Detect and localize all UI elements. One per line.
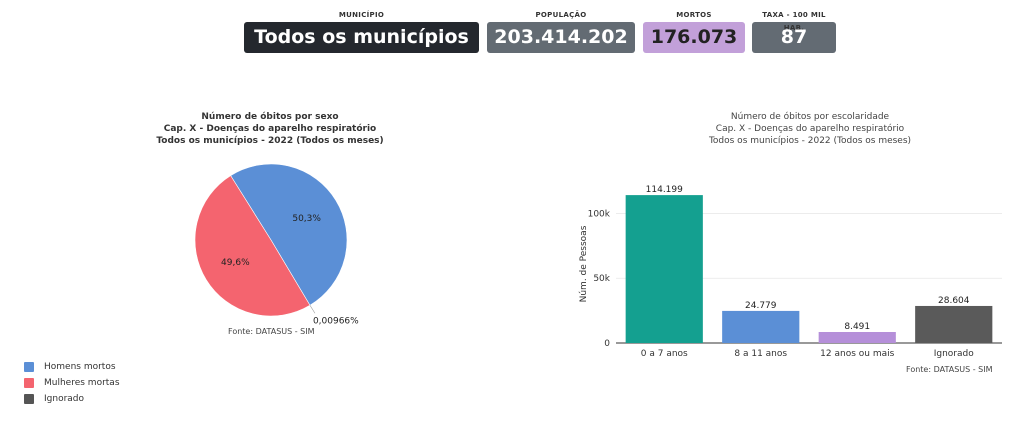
legend-swatch-homens <box>24 362 34 372</box>
kpi-populacao-value: 203.414.202 <box>487 22 635 53</box>
y-tick-label: 50k <box>593 274 610 284</box>
legend-label-homens: Homens mortos <box>44 362 116 372</box>
bar-8-a-11-anos[interactable] <box>722 310 800 343</box>
pie-leader-line <box>309 305 316 314</box>
y-tick-label: 0 <box>604 339 610 349</box>
bar-value-label: 114.199 <box>646 185 683 195</box>
bar-title-line: Todos os municípios - 2022 (Todos os mes… <box>708 136 912 146</box>
legend-label-ignorado: Ignorado <box>44 394 85 404</box>
bar-ignorado[interactable] <box>915 305 993 343</box>
x-tick-label: Ignorado <box>934 349 975 359</box>
pie-chart[interactable]: 50,3% 49,6% 0,00966% <box>150 160 410 325</box>
pie-slice-homens-mortos[interactable] <box>230 163 348 306</box>
bar-value-label: 24.779 <box>745 301 777 311</box>
kpi-municipio: MUNICÍPIO Todos os municípios <box>244 9 479 53</box>
kpi-mortos-label: MORTOS <box>676 11 712 19</box>
bar-title-line: Cap. X - Doenças do aparelho respiratóri… <box>715 124 905 134</box>
legend-label-mulheres: Mulheres mortas <box>44 378 120 388</box>
x-tick-label: 8 a 11 anos <box>734 349 787 359</box>
kpi-municipio-label: MUNICÍPIO <box>338 11 385 19</box>
bar-value-label: 8.491 <box>844 322 870 332</box>
pie-title-line: Número de óbitos por sexo <box>201 112 339 122</box>
kpi-taxa-label: TAXA - 100 MIL HAB. <box>762 11 826 32</box>
pie-slice-mulheres-mortas[interactable] <box>194 175 311 317</box>
pie-data-label: 49,6% <box>221 258 250 268</box>
kpi-mortos-value: 176.073 <box>643 22 745 53</box>
kpi-populacao: POPULAÇÃO 203.414.202 <box>487 9 635 53</box>
pie-title-line: Cap. X - Doenças do aparelho respiratóri… <box>163 124 377 134</box>
pie-chart-title: Número de óbitos por sexo Cap. X - Doenç… <box>140 111 400 147</box>
pie-data-label: 0,00966% <box>313 316 359 325</box>
kpi-populacao-label: POPULAÇÃO <box>535 11 587 19</box>
bar-source: Fonte: DATASUS - SIM <box>906 365 993 374</box>
bar-value-label: 28.604 <box>938 296 970 306</box>
legend-item-ignorado[interactable]: Ignorado <box>24 391 120 407</box>
bar-chart[interactable]: 0 50k 100k Núm. de Pessoas 114.199 0 a 7 anos… <box>570 175 1010 365</box>
y-axis-label: Núm. de Pessoas <box>579 225 589 302</box>
bar-0-a-7-anos[interactable] <box>625 195 703 343</box>
x-tick-label: 0 a 7 anos <box>641 349 688 359</box>
bar-title-line: Número de óbitos por escolaridade <box>730 112 890 122</box>
municipio-selector[interactable]: Todos os municípios <box>244 22 479 53</box>
legend-swatch-ignorado <box>24 394 34 404</box>
pie-source: Fonte: DATASUS - SIM <box>228 327 315 336</box>
x-tick-label: 12 anos ou mais <box>820 349 894 359</box>
kpi-taxa: TAXA - 100 MIL HAB. 87 <box>752 9 836 53</box>
kpi-taxa-value: 87 <box>752 22 836 53</box>
y-tick-label: 100k <box>588 209 611 219</box>
legend-swatch-mulheres <box>24 378 34 388</box>
pie-title-line: Todos os municípios - 2022 (Todos os mes… <box>156 136 384 146</box>
legend-item-mulheres[interactable]: Mulheres mortas <box>24 375 120 391</box>
bar-12-anos-ou-mais[interactable] <box>818 332 896 343</box>
legend-item-homens[interactable]: Homens mortos <box>24 359 120 375</box>
pie-data-label: 50,3% <box>292 214 321 224</box>
kpi-header: MUNICÍPIO Todos os municípios POPULAÇÃO … <box>0 0 1024 62</box>
pie-legend: Homens mortos Mulheres mortas Ignorado <box>24 359 120 407</box>
bar-chart-title: Número de óbitos por escolaridade Cap. X… <box>660 111 960 147</box>
kpi-mortos: MORTOS 176.073 <box>643 9 745 53</box>
